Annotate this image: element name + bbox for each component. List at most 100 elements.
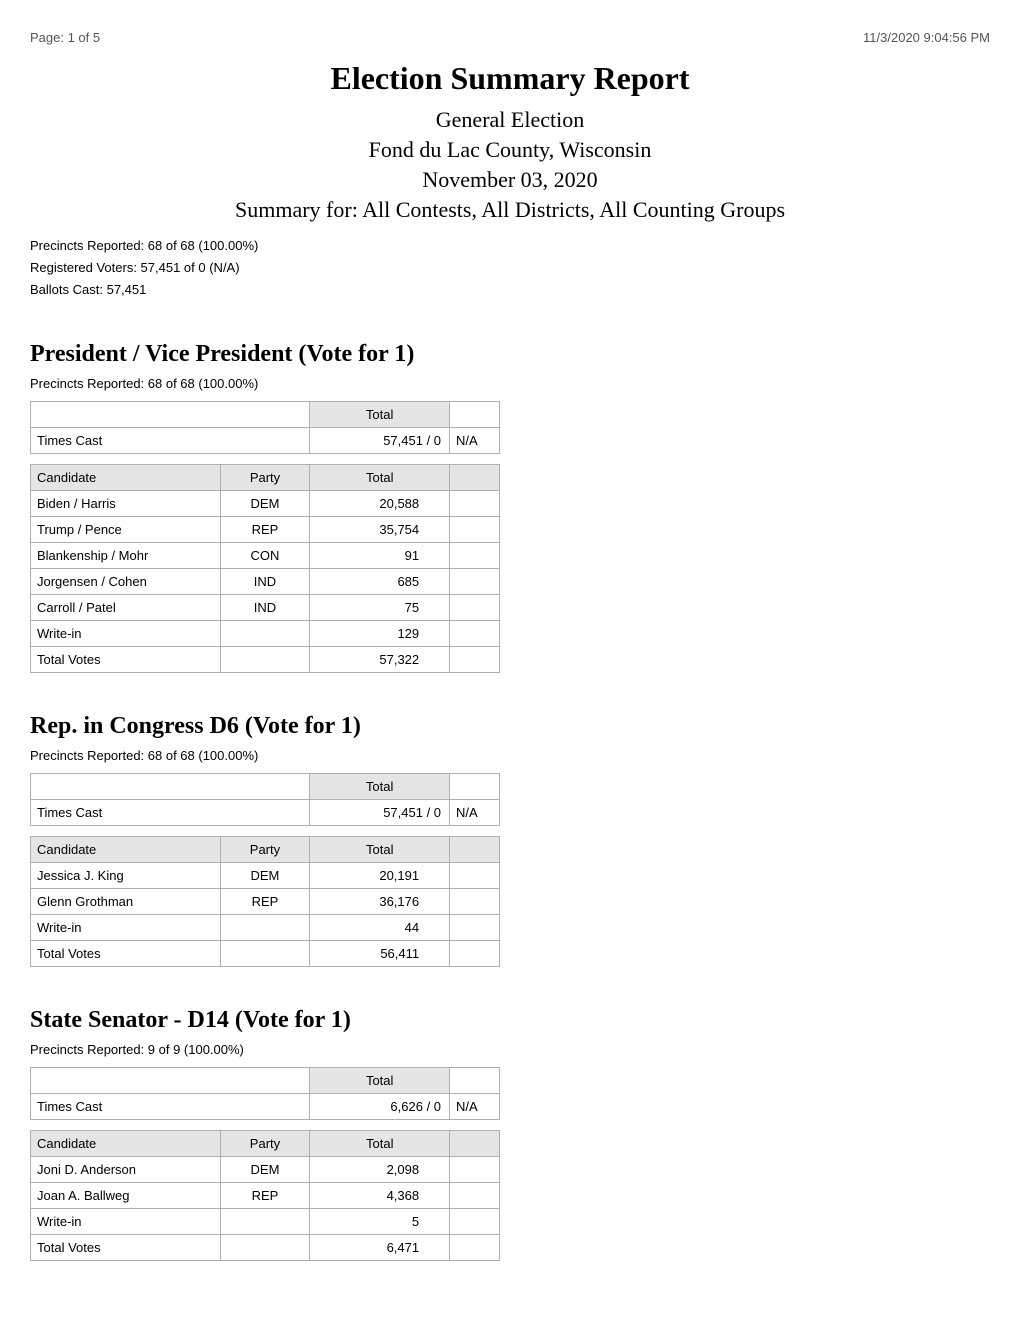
blank-cell: [220, 941, 310, 967]
candidate-name: Carroll / Patel: [31, 595, 221, 621]
candidate-total: 20,588: [310, 491, 450, 517]
blank-cell: [450, 915, 500, 941]
candidate-row: Glenn Grothman REP 36,176: [31, 889, 500, 915]
total-votes-row: Total Votes 56,411: [31, 941, 500, 967]
candidate-party: REP: [220, 889, 310, 915]
blank-cell: [450, 1235, 500, 1261]
total-votes-value: 57,322: [310, 647, 450, 673]
times-cast-row: Times Cast 57,451 / 0 N/A: [31, 428, 500, 454]
candidate-name: Write-in: [31, 915, 221, 941]
times-cast-label: Times Cast: [31, 800, 310, 826]
total-votes-value: 56,411: [310, 941, 450, 967]
candidates-table: Candidate Party Total Joni D. Anderson D…: [30, 1130, 500, 1261]
candidate-party: [220, 1209, 310, 1235]
candidate-name: Write-in: [31, 621, 221, 647]
total-votes-label: Total Votes: [31, 1235, 221, 1261]
total-header: Total: [310, 774, 450, 800]
blank-cell: [450, 595, 500, 621]
blank-cell: [450, 517, 500, 543]
candidate-party: REP: [220, 517, 310, 543]
blank-cell: [450, 621, 500, 647]
total-header: Total: [310, 1131, 450, 1157]
total-votes-label: Total Votes: [31, 941, 221, 967]
blank-cell: [450, 1209, 500, 1235]
candidate-party: CON: [220, 543, 310, 569]
empty-header: [31, 1068, 310, 1094]
candidate-party: IND: [220, 569, 310, 595]
times-cast-value: 57,451 / 0: [310, 800, 450, 826]
candidate-name: Trump / Pence: [31, 517, 221, 543]
contest-section: Rep. in Congress D6 (Vote for 1) Precinc…: [30, 713, 990, 967]
candidate-party: DEM: [220, 491, 310, 517]
contest-title: President / Vice President (Vote for 1): [30, 341, 990, 368]
candidate-header: Candidate: [31, 465, 221, 491]
party-header: Party: [220, 1131, 310, 1157]
candidate-total: 129: [310, 621, 450, 647]
summary-stats: Precincts Reported: 68 of 68 (100.00%) R…: [30, 235, 990, 301]
candidate-total: 75: [310, 595, 450, 621]
candidates-table: Candidate Party Total Biden / Harris DEM…: [30, 464, 500, 673]
blank-cell: [450, 863, 500, 889]
total-votes-value: 6,471: [310, 1235, 450, 1261]
table-header-row: Total: [31, 402, 500, 428]
candidate-total: 36,176: [310, 889, 450, 915]
blank-cell: [450, 889, 500, 915]
candidate-total: 2,098: [310, 1157, 450, 1183]
candidate-party: IND: [220, 595, 310, 621]
candidate-name: Write-in: [31, 1209, 221, 1235]
registered-voters: Registered Voters: 57,451 of 0 (N/A): [30, 257, 990, 279]
total-header: Total: [310, 402, 450, 428]
candidate-row: Jessica J. King DEM 20,191: [31, 863, 500, 889]
candidate-name: Joni D. Anderson: [31, 1157, 221, 1183]
subtitle-election-type: General Election: [30, 107, 990, 133]
times-cast-row: Times Cast 57,451 / 0 N/A: [31, 800, 500, 826]
candidate-row: Biden / Harris DEM 20,588: [31, 491, 500, 517]
report-title: Election Summary Report: [30, 60, 990, 97]
contest-section: President / Vice President (Vote for 1) …: [30, 341, 990, 673]
table-header-row: Candidate Party Total: [31, 1131, 500, 1157]
total-header: Total: [310, 837, 450, 863]
candidate-row: Jorgensen / Cohen IND 685: [31, 569, 500, 595]
table-header-row: Total: [31, 1068, 500, 1094]
candidate-total: 20,191: [310, 863, 450, 889]
candidate-header: Candidate: [31, 1131, 221, 1157]
subtitle-county: Fond du Lac County, Wisconsin: [30, 137, 990, 163]
candidate-name: Glenn Grothman: [31, 889, 221, 915]
contest-precincts: Precincts Reported: 68 of 68 (100.00%): [30, 748, 990, 763]
candidate-total: 35,754: [310, 517, 450, 543]
times-cast-na: N/A: [450, 800, 500, 826]
blank-cell: [220, 1235, 310, 1261]
candidate-name: Jorgensen / Cohen: [31, 569, 221, 595]
blank-cell: [450, 1183, 500, 1209]
candidate-total: 91: [310, 543, 450, 569]
blank-cell: [450, 569, 500, 595]
candidates-table: Candidate Party Total Jessica J. King DE…: [30, 836, 500, 967]
times-cast-na: N/A: [450, 428, 500, 454]
blank-cell: [450, 491, 500, 517]
contest-title: State Senator - D14 (Vote for 1): [30, 1007, 990, 1034]
timestamp: 11/3/2020 9:04:56 PM: [863, 30, 990, 45]
candidate-total: 5: [310, 1209, 450, 1235]
candidate-party: [220, 915, 310, 941]
blank-header: [450, 465, 500, 491]
subtitle-summary-for: Summary for: All Contests, All Districts…: [30, 197, 990, 223]
candidate-party: REP: [220, 1183, 310, 1209]
contest-section: State Senator - D14 (Vote for 1) Precinc…: [30, 1007, 990, 1261]
blank-cell: [220, 647, 310, 673]
times-cast-label: Times Cast: [31, 428, 310, 454]
page-header: Page: 1 of 5 11/3/2020 9:04:56 PM: [30, 30, 990, 45]
blank-header: [450, 837, 500, 863]
candidate-name: Biden / Harris: [31, 491, 221, 517]
blank-cell: [450, 941, 500, 967]
blank-cell: [450, 1157, 500, 1183]
times-cast-value: 57,451 / 0: [310, 428, 450, 454]
candidate-name: Jessica J. King: [31, 863, 221, 889]
contest-precincts: Precincts Reported: 68 of 68 (100.00%): [30, 376, 990, 391]
ballots-cast: Ballots Cast: 57,451: [30, 279, 990, 301]
empty-header: [450, 774, 500, 800]
times-cast-row: Times Cast 6,626 / 0 N/A: [31, 1094, 500, 1120]
empty-header: [450, 1068, 500, 1094]
candidate-row: Carroll / Patel IND 75: [31, 595, 500, 621]
precincts-reported: Precincts Reported: 68 of 68 (100.00%): [30, 235, 990, 257]
candidate-party: DEM: [220, 863, 310, 889]
